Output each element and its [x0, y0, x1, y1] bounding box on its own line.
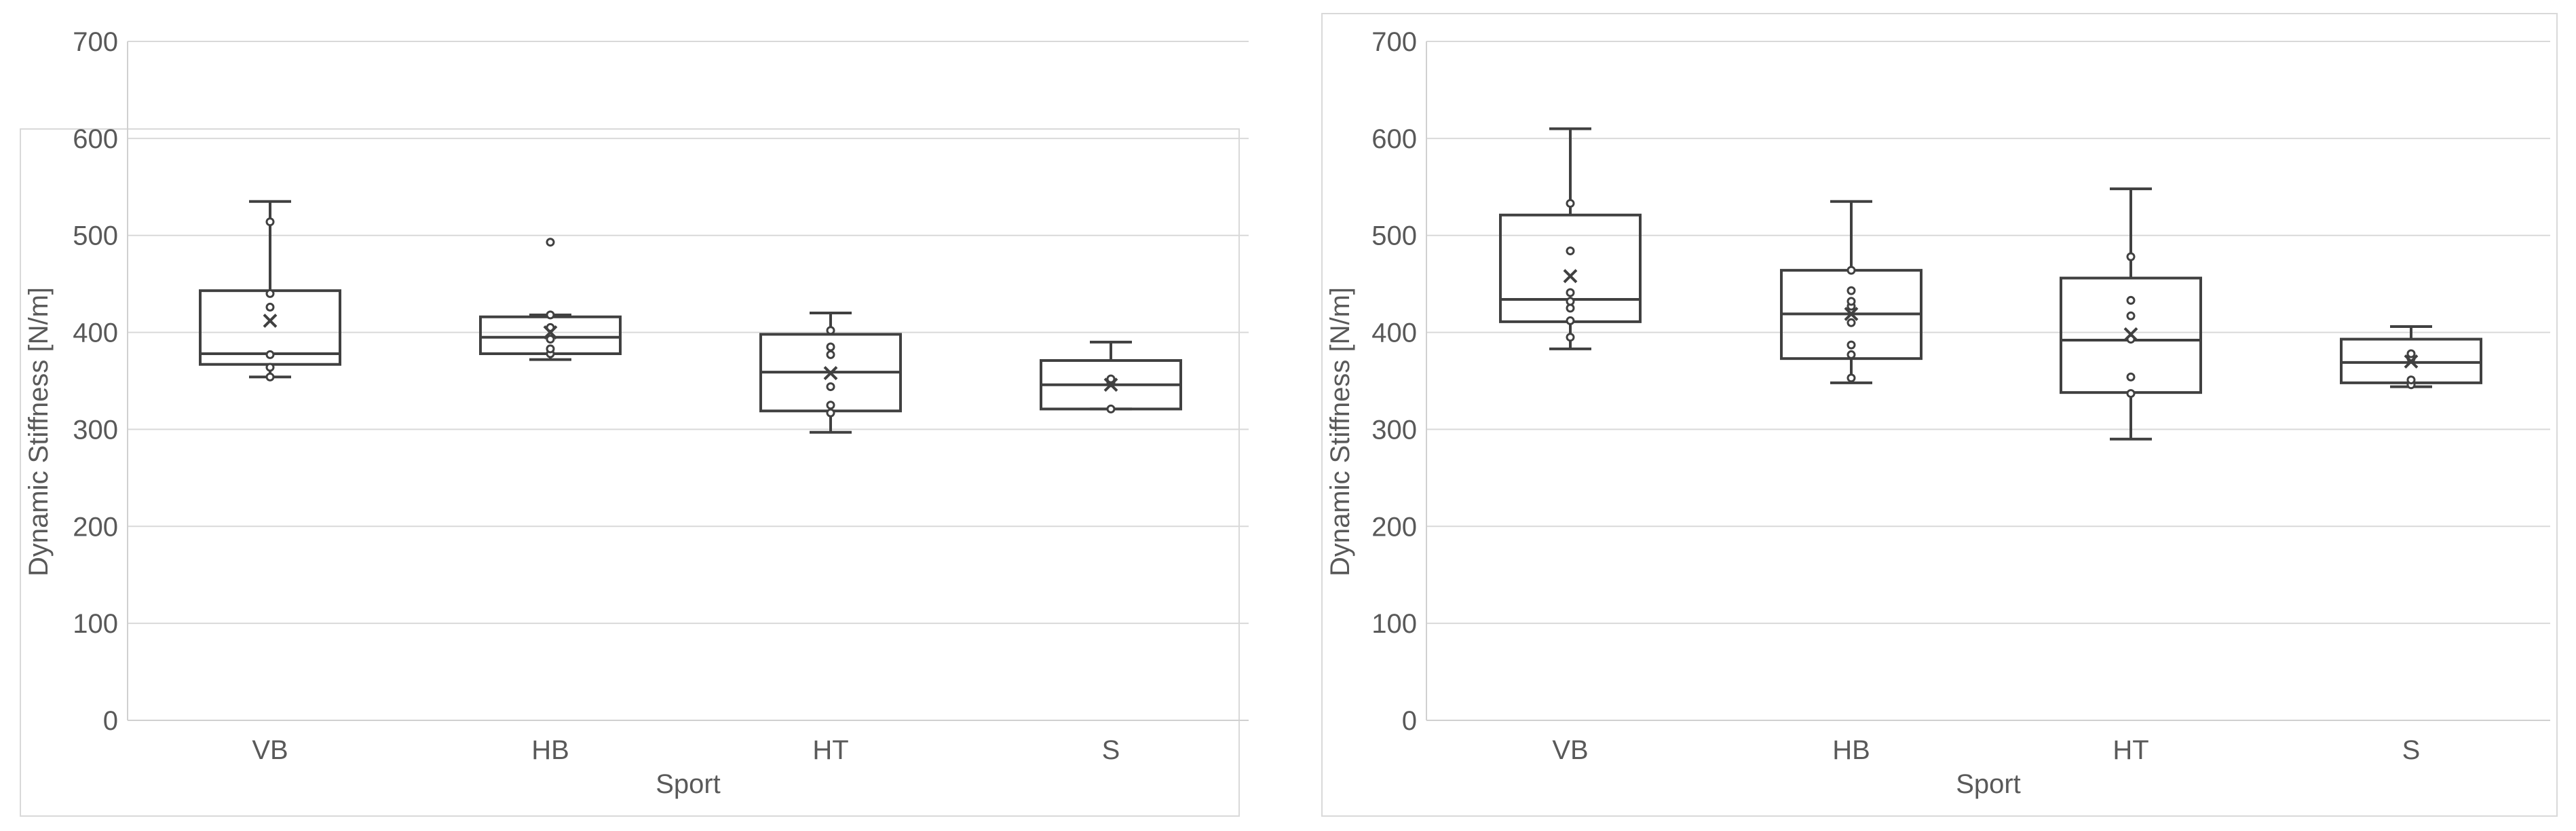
data-point	[1566, 333, 1575, 342]
data-point	[1846, 373, 1856, 383]
y-tick-label: 100	[73, 609, 118, 639]
box-group-VB	[199, 200, 341, 382]
x-tick-label: VB	[252, 735, 288, 765]
data-point	[1566, 316, 1575, 325]
data-point	[546, 335, 555, 344]
data-point	[826, 408, 835, 418]
y-tick-label: 200	[1371, 512, 1417, 542]
data-point	[1106, 374, 1116, 384]
mean-marker-stroke	[2123, 327, 2138, 341]
chart-panel-1: 0 100 200 300 400 500 600 700 VB HB HT S Dynamic Sti…	[20, 27, 1249, 817]
box-group-HB	[1780, 200, 1922, 384]
y-axis-title: Dynamic Stiffness [N/m]	[24, 287, 54, 576]
data-point	[1846, 318, 1856, 327]
data-point	[2126, 389, 2136, 399]
data-point	[826, 350, 835, 359]
box-group-S	[1040, 340, 1182, 413]
x-tick-label: HT	[2113, 735, 2148, 765]
data-point	[2126, 295, 2136, 305]
box-group-VB	[1499, 127, 1642, 350]
data-point	[1846, 286, 1856, 295]
data-point	[546, 238, 555, 247]
y-tick-label: 600	[1371, 124, 1417, 154]
data-point	[826, 342, 835, 352]
y-tick-label: 700	[73, 27, 118, 57]
box-group-HB	[479, 238, 622, 361]
x-tick-label: HT	[812, 735, 848, 765]
y-tick-label: 300	[1371, 415, 1417, 445]
box-group-HT	[2060, 187, 2202, 441]
mean-marker-stroke	[1103, 377, 1118, 392]
data-point	[1106, 404, 1116, 413]
y-tick-label: 600	[73, 124, 118, 154]
data-point	[1846, 340, 1856, 350]
data-point	[826, 382, 835, 392]
data-point	[265, 289, 275, 298]
y-tick-label: 700	[1371, 27, 1417, 57]
data-point	[265, 363, 275, 372]
data-point	[1566, 297, 1575, 306]
data-point	[1566, 288, 1575, 297]
data-point	[265, 302, 275, 312]
mean-marker	[543, 325, 558, 339]
data-point	[265, 350, 275, 359]
data-point	[1846, 350, 1856, 359]
x-tick-label: S	[2402, 735, 2421, 765]
mean-marker	[823, 366, 838, 380]
data-point	[2126, 372, 2136, 382]
mean-marker-stroke	[1563, 269, 1578, 284]
mean-marker	[1103, 377, 1118, 392]
y-tick-label: 400	[73, 318, 118, 348]
mean-marker-stroke	[1844, 307, 1859, 321]
data-point	[2126, 311, 2136, 320]
data-point	[1566, 199, 1575, 208]
box-group-S	[2340, 325, 2482, 390]
data-point	[546, 310, 555, 320]
data-point	[826, 401, 835, 410]
data-point	[1846, 297, 1856, 306]
y-tick-label: 100	[1371, 609, 1417, 639]
x-axis-title: Sport	[656, 769, 721, 799]
y-tick-label: 300	[73, 415, 118, 445]
chart-panel-2: 0 100 200 300 400 500 600 700 VB HB HT S Dynamic Sti…	[1321, 13, 2558, 817]
mean-marker-stroke	[543, 325, 558, 339]
mean-marker-stroke	[2404, 354, 2419, 369]
x-axis-title: Sport	[1956, 769, 2021, 799]
mean-marker	[2404, 354, 2419, 369]
panel-frame	[20, 128, 1240, 817]
data-point	[1846, 265, 1856, 275]
mean-marker	[263, 314, 278, 328]
box-group-HT	[759, 312, 902, 434]
data-point	[265, 217, 275, 227]
data-point	[2126, 252, 2136, 261]
data-point	[2406, 349, 2416, 358]
data-point	[1566, 246, 1575, 256]
panel-frame	[1321, 13, 2558, 817]
x-tick-label: S	[1102, 735, 1120, 765]
y-tick-label: 500	[1371, 221, 1417, 251]
x-tick-label: HB	[1832, 735, 1870, 765]
data-point	[2406, 375, 2416, 385]
data-point	[546, 344, 555, 354]
y-tick-label: 200	[73, 512, 118, 542]
data-point	[265, 372, 275, 382]
mean-marker-stroke	[263, 314, 278, 328]
y-tick-label: 0	[103, 706, 118, 736]
mean-marker-stroke	[823, 366, 838, 380]
data-point	[826, 326, 835, 335]
y-axis-title: Dynamic Stiffness [N/m]	[1325, 287, 1355, 576]
mean-marker	[1563, 269, 1578, 284]
x-tick-label: VB	[1552, 735, 1588, 765]
x-tick-label: HB	[531, 735, 569, 765]
y-tick-label: 400	[1371, 318, 1417, 348]
y-tick-label: 0	[1402, 706, 1417, 736]
mean-marker	[1844, 307, 1859, 321]
y-tick-label: 500	[73, 221, 118, 251]
mean-marker	[2123, 327, 2138, 341]
